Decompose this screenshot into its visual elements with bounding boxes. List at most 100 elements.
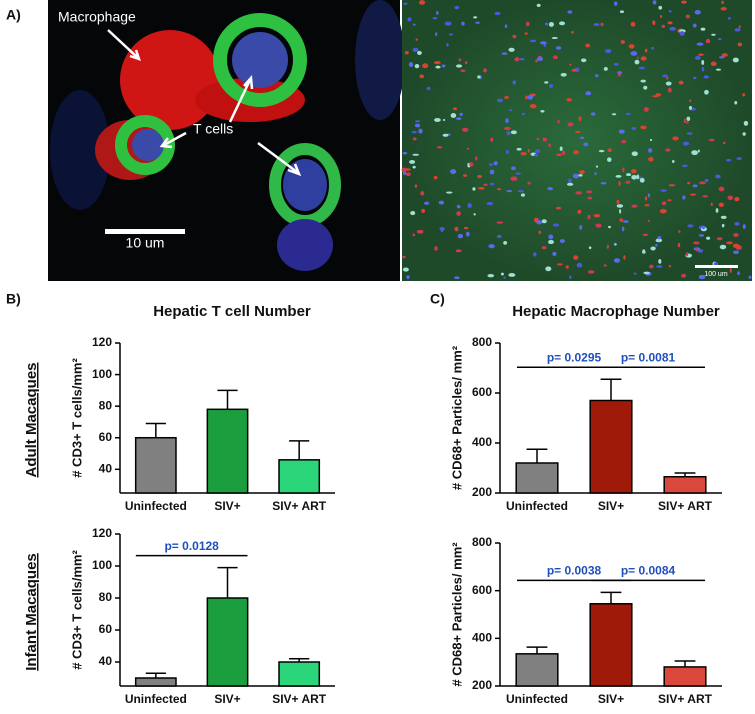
tissue-dot [595, 223, 602, 228]
tissue-dot [438, 200, 445, 205]
tissue-dot [697, 149, 700, 153]
tissue-dot [519, 58, 525, 61]
y-tick-label: 120 [92, 335, 112, 349]
tissue-dot [668, 184, 676, 187]
tissue-dot [446, 191, 453, 194]
tissue-dot [701, 66, 705, 72]
tissue-dot [473, 213, 476, 216]
tissue-dot [651, 46, 655, 50]
tissue-dot [461, 21, 465, 26]
x-tick-label: SIV+ ART [658, 499, 713, 513]
tissue-dot [622, 167, 625, 173]
tissue-dot [414, 123, 421, 128]
nucleus [277, 219, 333, 271]
tissue-dot [594, 172, 597, 176]
tissue-dot [657, 236, 662, 240]
tissue-dot [426, 86, 431, 91]
tissue-dot [636, 56, 639, 59]
tissue-dot [722, 141, 726, 145]
tissue-dot [681, 0, 687, 4]
tissue-dot [706, 236, 711, 240]
tissue-dot [510, 166, 516, 171]
tissue-dot [665, 81, 672, 86]
tissue-dot [463, 226, 469, 230]
tissue-dot [655, 238, 663, 243]
tissue-dot [619, 209, 622, 214]
tissue-dot [685, 121, 689, 124]
tissue-dot [648, 264, 654, 269]
tissue-dot [704, 89, 709, 95]
tissue-dot [587, 196, 593, 200]
tissue-dot [548, 143, 551, 148]
x-tick-label: SIV+ [214, 499, 240, 513]
tissue-dot [548, 83, 554, 88]
tissue-dot [493, 161, 498, 166]
tissue-dot [402, 255, 406, 259]
tissue-dot [434, 246, 438, 251]
tissue-dot [573, 255, 579, 260]
arrow [159, 131, 187, 149]
tissue-dot [643, 85, 648, 90]
tissue-dot [490, 137, 494, 142]
tissue-dot [566, 97, 572, 102]
t-cell-ring [213, 13, 307, 107]
tissue-dot [631, 204, 638, 208]
tissue-dot [734, 100, 738, 105]
tissue-dot [727, 17, 731, 20]
scale-bar [105, 229, 185, 234]
tissue-dot [677, 242, 681, 248]
tissue-dot [715, 174, 721, 179]
tissue-dot [416, 229, 424, 234]
tissue-dot [559, 21, 566, 26]
tissue-dot [660, 15, 663, 19]
tissue-dot [535, 59, 538, 63]
x-tick-label: SIV+ ART [272, 692, 327, 706]
tissue-dot [633, 272, 637, 275]
y-axis-label: # CD3+ T cells/mm² [69, 358, 84, 478]
tissue-dot [721, 223, 725, 228]
tissue-dot [529, 103, 537, 109]
tissue-dot [559, 146, 563, 151]
tissue-dot [711, 33, 716, 36]
y-tick-label: 200 [472, 485, 492, 499]
tissue-dot [579, 225, 583, 230]
tissue-dot [521, 112, 525, 116]
tissue-dot [679, 31, 685, 36]
tissue-dot [536, 3, 541, 8]
tissue-dot [685, 14, 690, 19]
tissue-dot [439, 227, 445, 231]
tissue-dot [461, 127, 469, 132]
tissue-dot [456, 117, 462, 121]
tissue-dot [743, 120, 749, 126]
tissue-dot [595, 165, 599, 168]
tissue-dot [436, 10, 439, 15]
tissue-dot [708, 138, 715, 142]
tissue-dot [662, 74, 669, 78]
tissue-dot [742, 132, 746, 136]
bar [663, 476, 707, 494]
tissue-dot [403, 2, 408, 5]
bar [515, 462, 559, 494]
tissue-dot [478, 187, 485, 190]
tissue-dot [448, 33, 453, 36]
tissue-dot [442, 118, 446, 121]
tissue-dot [496, 221, 504, 224]
tissue-dot [693, 23, 697, 28]
tissue-dot [698, 234, 704, 237]
tissue-dot [530, 39, 537, 43]
tissue-dot [630, 51, 638, 56]
tissue-dot [668, 264, 672, 268]
tissue-dot [406, 275, 410, 280]
tissue-dot [692, 76, 697, 80]
tissue-dot [577, 209, 582, 214]
tissue-dot [652, 95, 659, 98]
p-value: p= 0.0038 [547, 564, 602, 578]
tissue-dot [504, 96, 509, 99]
tissue-dot [503, 240, 508, 245]
t-cell-ring [115, 115, 175, 175]
p-value: p= 0.0084 [621, 564, 676, 578]
tissue-dot [600, 22, 604, 27]
tissue-dot [483, 68, 487, 73]
tissue-dot [504, 126, 511, 131]
